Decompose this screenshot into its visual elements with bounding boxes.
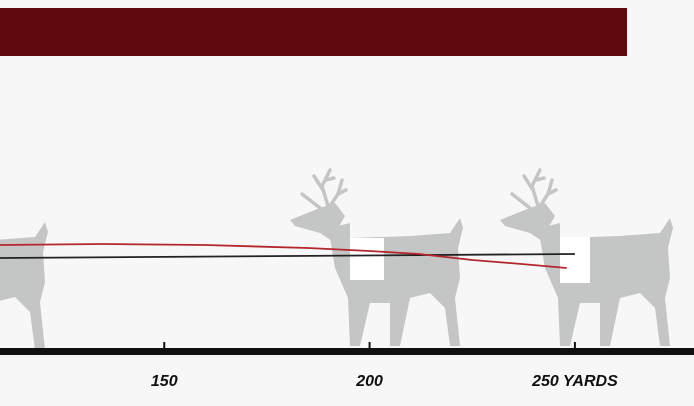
x-axis bbox=[0, 348, 694, 355]
deer bbox=[0, 172, 50, 352]
vital-zone bbox=[350, 238, 384, 280]
vital-zone bbox=[560, 237, 590, 283]
banner bbox=[0, 8, 627, 56]
trajectory-line bbox=[0, 243, 567, 269]
trajectory-line bbox=[0, 253, 575, 259]
plot-area: 150 200 250 YARDS bbox=[0, 243, 618, 390]
x-tick-label: 200 bbox=[355, 373, 383, 390]
x-tick-label: 250 YARDS bbox=[531, 373, 618, 390]
x-tick-label: 150 bbox=[151, 373, 178, 390]
